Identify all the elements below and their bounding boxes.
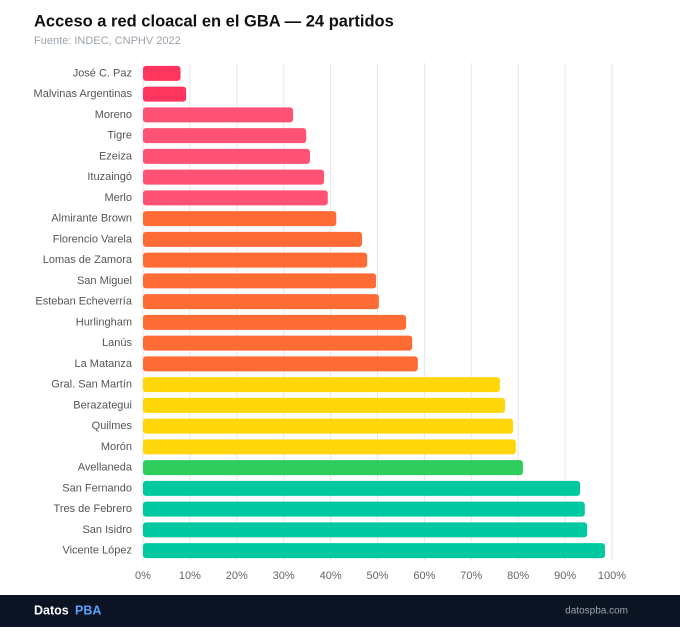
bar	[143, 501, 585, 517]
y-tick-label: San Miguel	[77, 275, 132, 287]
x-tick-label: 30%	[273, 570, 295, 582]
bar	[143, 107, 294, 123]
x-tick-label: 50%	[366, 570, 388, 582]
y-tick-label: Vicente López	[62, 545, 132, 557]
bar	[143, 335, 413, 351]
x-tick-label: 90%	[554, 570, 576, 582]
bar	[143, 314, 407, 330]
y-tick-label: Tigre	[107, 130, 132, 142]
y-tick-label: Tres de Febrero	[54, 503, 132, 515]
footer-brand-accent: PBA	[75, 603, 101, 617]
y-tick-label: Merlo	[104, 192, 132, 204]
bar	[143, 252, 368, 268]
y-tick-label: Florencio Varela	[53, 233, 133, 245]
y-tick-label: Berazategui	[73, 399, 132, 411]
bar	[143, 377, 500, 393]
y-tick-label: Avellaneda	[78, 462, 133, 474]
y-tick-label: José C. Paz	[73, 67, 132, 79]
y-tick-label: Morón	[101, 441, 132, 453]
x-tick-label: 100%	[598, 570, 626, 582]
y-tick-label: Malvinas Argentinas	[34, 88, 133, 100]
bar	[143, 522, 588, 538]
y-tick-label: Ituzaingó	[87, 171, 132, 183]
y-tick-label: Hurlingham	[76, 316, 132, 328]
chart-title: Acceso a red cloacal en el GBA — 24 part…	[34, 12, 394, 30]
bar	[143, 480, 581, 496]
bar	[143, 460, 523, 476]
x-tick-label: 10%	[179, 570, 201, 582]
y-tick-label: Lanús	[102, 337, 132, 349]
footer-url: datospba.com	[565, 606, 628, 617]
y-tick-label: Esteban Echeverría	[35, 296, 132, 308]
bar	[143, 169, 325, 185]
bar	[143, 294, 379, 310]
bar	[143, 231, 363, 247]
chart-subtitle: Fuente: INDEC, CNPHV 2022	[34, 35, 181, 47]
bar	[143, 418, 514, 434]
footer-brand: Datos	[34, 603, 69, 617]
x-tick-label: 0%	[135, 570, 151, 582]
x-tick-label: 20%	[226, 570, 248, 582]
bar	[143, 397, 506, 413]
bar	[143, 273, 377, 289]
bar	[143, 439, 516, 455]
y-tick-label: La Matanza	[75, 358, 133, 370]
y-tick-label: Moreno	[95, 109, 132, 121]
bar	[143, 543, 605, 559]
x-tick-label: 80%	[507, 570, 529, 582]
bar	[143, 211, 337, 227]
y-tick-label: Almirante Brown	[51, 213, 132, 225]
y-tick-label: Gral. San Martín	[51, 379, 132, 391]
x-tick-label: 40%	[320, 570, 342, 582]
y-tick-label: Ezeiza	[99, 150, 133, 162]
bar	[143, 128, 307, 144]
x-tick-label: 60%	[413, 570, 435, 582]
y-tick-label: San Isidro	[82, 524, 132, 536]
y-tick-label: Lomas de Zamora	[43, 254, 133, 266]
bar	[143, 65, 181, 81]
x-tick-label: 70%	[460, 570, 482, 582]
y-tick-label: San Fernando	[62, 482, 132, 494]
y-tick-label: Quilmes	[92, 420, 133, 432]
footer	[0, 595, 680, 627]
bar	[143, 190, 328, 206]
bar	[143, 148, 310, 164]
bar	[143, 86, 187, 102]
bar	[143, 356, 418, 372]
